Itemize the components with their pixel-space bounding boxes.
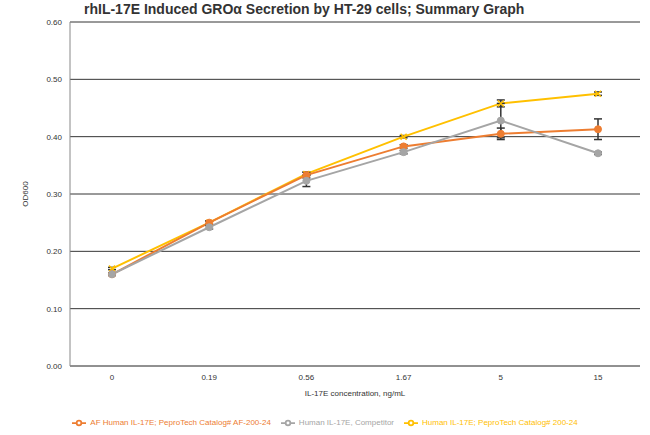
svg-text:0.00: 0.00 bbox=[46, 362, 62, 371]
svg-text:0.19: 0.19 bbox=[201, 373, 217, 382]
html-text:Human IL-17E; PeproTech Catalo: Human IL-17E; PeproTech Catalog# 200-24 bbox=[422, 418, 578, 428]
svg-text:0: 0 bbox=[110, 373, 115, 382]
svg-text:OD600: OD600 bbox=[21, 181, 30, 207]
svg-text:0.50: 0.50 bbox=[46, 75, 62, 84]
svg-text:0.20: 0.20 bbox=[46, 247, 62, 256]
svg-text:5: 5 bbox=[499, 373, 504, 382]
svg-text:0.40: 0.40 bbox=[46, 133, 62, 142]
svg-text:15: 15 bbox=[594, 373, 603, 382]
html-text:Human IL-17E, Competitor: Human IL-17E, Competitor bbox=[298, 418, 394, 428]
html-text:AF Human IL-17E; PeproTech Cat: AF Human IL-17E; PeproTech Catalog# AF-2… bbox=[90, 418, 271, 428]
svg-text:0.56: 0.56 bbox=[299, 373, 315, 382]
svg-text:0.60: 0.60 bbox=[46, 18, 62, 27]
svg-text:0.30: 0.30 bbox=[46, 190, 62, 199]
html-text:rhIL-17E Induced GROα Secretio: rhIL-17E Induced GROα Secretion by HT-29… bbox=[84, 1, 525, 17]
svg-text:IL-17E concentration, ng/mL: IL-17E concentration, ng/mL bbox=[305, 389, 406, 398]
svg-text:0.10: 0.10 bbox=[46, 305, 62, 314]
svg-text:1.67: 1.67 bbox=[396, 373, 412, 382]
